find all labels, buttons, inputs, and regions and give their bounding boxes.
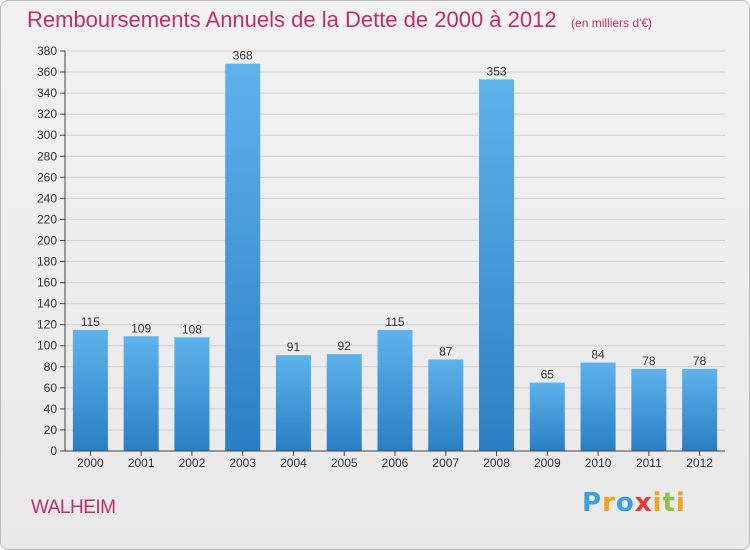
y-tick-label: 100 bbox=[37, 339, 57, 353]
logo-letter: i bbox=[652, 488, 663, 518]
y-tick-label: 0 bbox=[50, 444, 57, 458]
x-tick-label: 2009 bbox=[534, 456, 561, 470]
logo-letter: o bbox=[615, 488, 635, 518]
y-tick-label: 360 bbox=[37, 65, 57, 79]
y-axis-tick-labels: 0 20 40 60 80 100 120 140 160 180 200 220 240 260 280 3… bbox=[37, 44, 65, 458]
x-axis-tick-labels: 2000 2001 2002 2003 2004 2005 2006 2007 2008 2009… bbox=[77, 451, 713, 470]
axes bbox=[64, 51, 725, 452]
data-label: 109 bbox=[131, 321, 151, 335]
bar bbox=[631, 368, 667, 451]
y-tick-label: 140 bbox=[37, 297, 57, 311]
x-tick-label: 2008 bbox=[483, 456, 510, 470]
logo-letter: i bbox=[675, 488, 686, 518]
y-tick-label: 240 bbox=[37, 191, 57, 205]
bar bbox=[326, 354, 362, 451]
data-label: 92 bbox=[338, 339, 352, 353]
y-tick-label: 260 bbox=[37, 170, 57, 184]
x-tick-label: 2004 bbox=[280, 456, 307, 470]
bars bbox=[72, 63, 718, 451]
commune-name: WALHEIM bbox=[31, 497, 116, 518]
y-tick-label: 340 bbox=[37, 86, 57, 100]
y-tick-label: 220 bbox=[37, 212, 57, 226]
bar bbox=[682, 368, 718, 451]
bar bbox=[174, 337, 210, 451]
proxiti-logo: Proxiti bbox=[582, 488, 686, 518]
y-tick-label: 200 bbox=[37, 233, 57, 247]
bar bbox=[72, 329, 108, 451]
data-label: 115 bbox=[81, 315, 100, 329]
chart-subtitle: (en milliers d'€) bbox=[571, 16, 653, 30]
data-label: 115 bbox=[385, 315, 404, 329]
x-tick-label: 2007 bbox=[432, 456, 459, 470]
x-tick-label: 2003 bbox=[229, 456, 256, 470]
bar bbox=[275, 355, 311, 451]
bar bbox=[428, 359, 464, 451]
y-tick-label: 40 bbox=[44, 402, 58, 416]
x-tick-label: 2011 bbox=[636, 456, 662, 470]
data-label: 78 bbox=[642, 354, 656, 368]
bar bbox=[529, 382, 565, 451]
logo-letter: P bbox=[582, 488, 603, 518]
x-tick-label: 2005 bbox=[331, 456, 358, 470]
y-tick-label: 120 bbox=[37, 318, 57, 332]
y-tick-label: 60 bbox=[44, 381, 58, 395]
x-tick-label: 2010 bbox=[585, 456, 612, 470]
x-tick-label: 2002 bbox=[179, 456, 206, 470]
x-tick-label: 2000 bbox=[77, 456, 104, 470]
data-label: 108 bbox=[182, 322, 202, 336]
chart-title: Remboursements Annuels de la Dette de 20… bbox=[27, 7, 557, 32]
data-label: 84 bbox=[591, 348, 605, 362]
logo-letter: t bbox=[662, 488, 676, 518]
data-label: 368 bbox=[233, 49, 253, 63]
data-label: 353 bbox=[487, 64, 507, 78]
x-tick-label: 2001 bbox=[128, 456, 155, 470]
y-tick-label: 300 bbox=[37, 128, 57, 142]
y-tick-label: 180 bbox=[37, 255, 57, 269]
bar bbox=[225, 63, 261, 451]
data-label: 87 bbox=[439, 344, 453, 358]
y-tick-label: 20 bbox=[44, 423, 58, 437]
data-label: 91 bbox=[287, 340, 301, 354]
y-tick-label: 80 bbox=[44, 360, 58, 374]
data-label: 78 bbox=[693, 354, 707, 368]
logo-letter: x bbox=[634, 488, 653, 518]
data-label: 65 bbox=[541, 368, 555, 382]
bar bbox=[377, 329, 413, 451]
title-row: Remboursements Annuels de la Dette de 20… bbox=[27, 7, 652, 33]
y-tick-label: 160 bbox=[37, 276, 57, 290]
bar bbox=[580, 362, 616, 451]
logo-letter: r bbox=[602, 488, 616, 518]
y-tick-label: 280 bbox=[37, 149, 57, 163]
bar bbox=[123, 336, 159, 451]
x-tick-label: 2012 bbox=[686, 456, 713, 470]
y-tick-label: 380 bbox=[37, 44, 57, 58]
bar bbox=[479, 79, 515, 451]
y-tick-label: 320 bbox=[37, 107, 57, 121]
x-tick-label: 2006 bbox=[382, 456, 409, 470]
data-labels: 115 109 108 368 91 92 115 87 353 65 84 78 78 bbox=[81, 49, 707, 382]
